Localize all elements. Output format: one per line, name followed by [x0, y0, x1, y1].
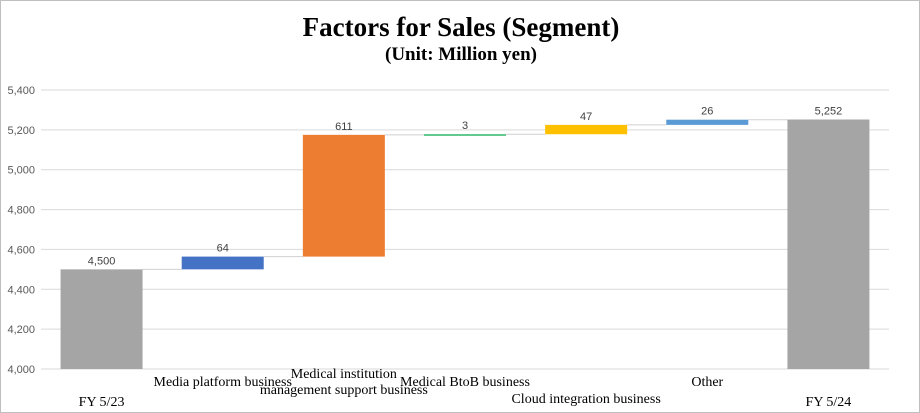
- bar: [787, 119, 870, 369]
- gridlines: [41, 89, 889, 370]
- y-tick-label: 5,400: [7, 85, 35, 97]
- x-axis-label: Cloud integration business: [511, 392, 660, 407]
- x-axis-label: Media platform business: [154, 375, 292, 390]
- bar: [424, 134, 506, 136]
- data-label: 611: [335, 121, 353, 133]
- y-tick-label: 4,200: [7, 324, 35, 336]
- bar: [302, 134, 385, 257]
- data-label: 3: [462, 120, 468, 132]
- bars: [60, 119, 870, 369]
- connector-lines: [142, 119, 788, 270]
- y-axis-ticks: 4,000 4,200 4,400 4,600 4,800 5,000 5,200 5,400: [7, 85, 35, 376]
- data-label: 64: [217, 243, 229, 255]
- chart-title: Factors for Sales (Segment): [303, 12, 620, 42]
- bar: [181, 256, 264, 270]
- y-tick-label: 5,200: [7, 125, 35, 137]
- data-label: 4,500: [88, 255, 116, 267]
- data-labels: 4,500 64 611 3 47 26 5,252: [88, 105, 842, 267]
- x-axis-label: FY 5/23: [79, 395, 125, 410]
- x-axis-label: Medical BtoB business: [400, 375, 530, 390]
- y-tick-label: 4,600: [7, 244, 35, 256]
- y-tick-label: 4,400: [7, 284, 35, 296]
- y-tick-label: 4,800: [7, 205, 35, 217]
- data-label: 47: [580, 111, 592, 123]
- data-label: 5,252: [815, 105, 843, 117]
- chart-subtitle: (Unit: Million yen): [385, 44, 537, 65]
- x-axis-label: FY 5/24: [806, 395, 852, 410]
- bar: [545, 124, 628, 135]
- x-axis-label: Medical institution management support bu…: [260, 367, 428, 398]
- data-label: 26: [701, 106, 713, 118]
- bar: [60, 269, 143, 369]
- y-tick-label: 4,000: [7, 364, 35, 376]
- bar: [666, 119, 749, 125]
- y-tick-label: 5,000: [7, 165, 35, 177]
- x-axis-label: Other: [691, 375, 723, 390]
